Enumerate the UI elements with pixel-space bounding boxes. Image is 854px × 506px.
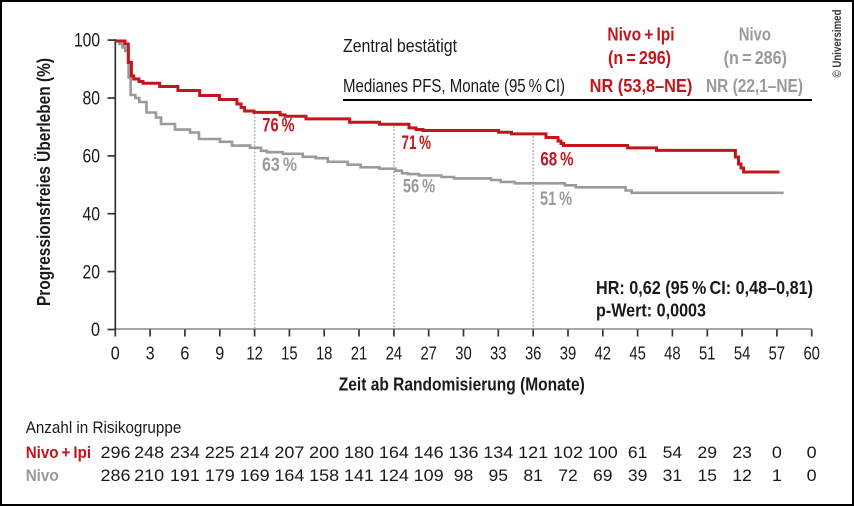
svg-text:248: 248 — [134, 443, 164, 462]
svg-text:158: 158 — [309, 466, 339, 485]
svg-text:20: 20 — [83, 262, 101, 283]
svg-text:179: 179 — [205, 466, 235, 485]
svg-text:6: 6 — [180, 344, 189, 364]
svg-text:68 %: 68 % — [540, 150, 573, 171]
svg-text:286: 286 — [101, 466, 131, 485]
svg-text:Zentral bestätigt: Zentral bestätigt — [343, 36, 457, 56]
svg-text:210: 210 — [134, 466, 164, 485]
svg-text:54: 54 — [734, 344, 751, 364]
svg-text:39: 39 — [560, 344, 577, 364]
svg-text:Progressionsfreies Überleben (: Progressionsfreies Überleben (%) — [34, 58, 54, 306]
svg-text:98: 98 — [454, 466, 474, 485]
svg-text:48: 48 — [664, 344, 681, 364]
svg-text:Nivo: Nivo — [739, 25, 771, 45]
svg-text:12: 12 — [732, 466, 752, 485]
svg-text:60: 60 — [83, 147, 101, 168]
svg-text:Nivo + Ipi: Nivo + Ipi — [26, 443, 91, 462]
svg-text:0: 0 — [91, 320, 100, 341]
svg-text:102: 102 — [553, 443, 583, 462]
svg-text:23: 23 — [732, 443, 752, 462]
svg-text:© Universimed: © Universimed — [832, 10, 844, 78]
svg-text:15: 15 — [698, 466, 718, 485]
svg-text:69: 69 — [593, 466, 613, 485]
svg-text:109: 109 — [414, 466, 444, 485]
svg-text:146: 146 — [414, 443, 444, 462]
svg-text:81: 81 — [523, 466, 543, 485]
svg-text:Medianes PFS, Monate (95 % CI): Medianes PFS, Monate (95 % CI) — [343, 76, 565, 96]
svg-text:Anzahl in Risikogruppe: Anzahl in Risikogruppe — [26, 418, 182, 437]
svg-text:57: 57 — [769, 344, 786, 364]
svg-text:61: 61 — [628, 443, 648, 462]
svg-text:Nivo: Nivo — [26, 466, 59, 485]
svg-text:0: 0 — [807, 466, 817, 485]
svg-text:21: 21 — [351, 344, 368, 364]
svg-text:40: 40 — [83, 204, 101, 225]
svg-text:124: 124 — [379, 466, 409, 485]
svg-text:169: 169 — [240, 466, 270, 485]
svg-text:45: 45 — [629, 344, 646, 364]
svg-text:136: 136 — [449, 443, 479, 462]
svg-text:121: 121 — [518, 443, 548, 462]
svg-text:9: 9 — [215, 344, 224, 364]
svg-text:24: 24 — [386, 344, 403, 364]
svg-text:Nivo + Ipi: Nivo + Ipi — [607, 25, 674, 45]
svg-text:42: 42 — [595, 344, 612, 364]
svg-text:214: 214 — [240, 443, 270, 462]
svg-text:(n = 286): (n = 286) — [724, 48, 787, 68]
svg-text:76 %: 76 % — [262, 116, 294, 137]
svg-text:0: 0 — [772, 443, 782, 462]
svg-text:15: 15 — [281, 344, 298, 364]
svg-text:180: 180 — [344, 443, 374, 462]
svg-text:56 %: 56 % — [403, 177, 435, 198]
svg-text:141: 141 — [344, 466, 374, 485]
svg-text:NR (53,8–NE): NR (53,8–NE) — [590, 76, 693, 96]
svg-text:51 %: 51 % — [540, 189, 572, 210]
svg-text:NR (22,1–NE): NR (22,1–NE) — [706, 76, 803, 96]
svg-text:p-Wert: 0,0003: p-Wert: 0,0003 — [596, 301, 706, 321]
svg-text:63 %: 63 % — [262, 155, 297, 176]
svg-text:200: 200 — [309, 443, 339, 462]
svg-text:134: 134 — [483, 443, 513, 462]
svg-text:51: 51 — [699, 344, 716, 364]
svg-text:HR: 0,62 (95 % CI: 0,48–0,81): HR: 0,62 (95 % CI: 0,48–0,81) — [596, 278, 813, 298]
svg-text:191: 191 — [170, 466, 200, 485]
svg-text:234: 234 — [170, 443, 200, 462]
svg-text:72: 72 — [558, 466, 578, 485]
svg-text:100: 100 — [74, 30, 100, 51]
svg-text:207: 207 — [274, 443, 304, 462]
svg-text:3: 3 — [146, 344, 155, 364]
svg-text:0: 0 — [111, 344, 120, 364]
svg-text:164: 164 — [379, 443, 409, 462]
svg-text:225: 225 — [205, 443, 235, 462]
svg-text:30: 30 — [455, 344, 472, 364]
svg-text:296: 296 — [101, 443, 131, 462]
svg-text:39: 39 — [628, 466, 648, 485]
svg-text:(n = 296): (n = 296) — [608, 48, 671, 68]
svg-text:164: 164 — [274, 466, 304, 485]
svg-text:31: 31 — [663, 466, 683, 485]
svg-text:80: 80 — [83, 89, 101, 110]
svg-text:29: 29 — [698, 443, 718, 462]
svg-text:0: 0 — [807, 443, 817, 462]
svg-text:36: 36 — [525, 344, 542, 364]
svg-text:100: 100 — [588, 443, 618, 462]
svg-text:54: 54 — [663, 443, 683, 462]
svg-text:18: 18 — [316, 344, 333, 364]
svg-text:1: 1 — [772, 466, 782, 485]
svg-text:12: 12 — [246, 344, 263, 364]
svg-text:60: 60 — [803, 344, 820, 364]
svg-text:71 %: 71 % — [402, 133, 432, 154]
svg-text:95: 95 — [489, 466, 509, 485]
svg-text:33: 33 — [490, 344, 507, 364]
svg-text:27: 27 — [420, 344, 437, 364]
svg-text:Zeit ab Randomisierung (Monate: Zeit ab Randomisierung (Monate) — [339, 375, 585, 395]
